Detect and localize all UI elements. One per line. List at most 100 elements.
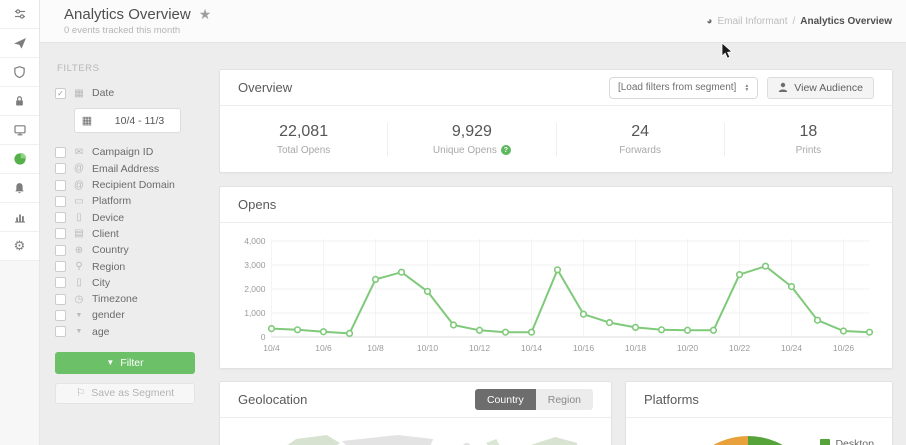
sidebar-item-send[interactable] (0, 29, 39, 58)
toggle-region[interactable]: Region (535, 389, 594, 410)
sidebar-item-shield[interactable] (0, 58, 39, 87)
segment-select[interactable]: [Load filters from segment] ▲ ▼ (608, 76, 759, 99)
page-title: Analytics Overview (64, 6, 191, 23)
svg-text:10/18: 10/18 (625, 343, 647, 353)
filter-label: Recipient Domain (92, 179, 175, 192)
sidebar-item-sliders[interactable] (0, 0, 39, 29)
stat-value: 24 (631, 122, 650, 140)
checkbox[interactable] (55, 163, 66, 175)
stat-label: Total Opens (276, 144, 331, 156)
svg-text:10/10: 10/10 (417, 343, 439, 353)
help-icon[interactable]: ? (500, 145, 511, 155)
legend-item-desktop: Desktop (820, 438, 874, 445)
inbox-icon: ▤ (74, 228, 84, 240)
checkbox[interactable] (55, 179, 66, 191)
filter-row-client[interactable]: ▤ Client (55, 226, 206, 242)
sidebar-item-pie-chart[interactable] (0, 145, 39, 174)
filter-row-gender[interactable]: ▼ gender (55, 307, 206, 323)
stat-label: Prints (795, 144, 822, 156)
calendar-grid-icon: ▦ (81, 115, 93, 128)
toggle-country[interactable]: Country (474, 389, 536, 410)
bar-chart-icon (13, 210, 27, 224)
filter-label: Device (92, 211, 125, 224)
building-icon: ▯ (76, 277, 82, 289)
stat-value: 9,929 (451, 122, 492, 140)
platforms-pie-chart: Desktop (626, 418, 892, 445)
checkbox[interactable] (55, 146, 66, 158)
sidebar-item-bar-chart[interactable] (0, 203, 39, 232)
svg-text:10/26: 10/26 (833, 343, 855, 353)
globe-icon: ⊕ (74, 244, 84, 256)
stat-value: 18 (799, 122, 818, 140)
sidebar-item-monitor[interactable] (0, 116, 39, 145)
view-audience-button[interactable]: View Audience (767, 76, 874, 99)
stat-label: Forwards (619, 144, 661, 156)
filter-row-date[interactable]: ✓ ▦ Date (55, 85, 206, 101)
filter-label: Country (92, 244, 129, 257)
checkbox[interactable] (55, 326, 66, 338)
overview-title: Overview (238, 80, 293, 95)
checkbox[interactable] (55, 293, 66, 305)
shield-icon (13, 65, 26, 79)
checkbox[interactable] (55, 228, 66, 240)
phone-icon: ▯ (76, 212, 82, 224)
breadcrumb-parent[interactable]: Email Informant (717, 15, 788, 27)
filter-row-country[interactable]: ⊕ Country (55, 242, 206, 258)
sidebar-item-lock[interactable] (0, 87, 39, 116)
filter-row-city[interactable]: ▯ City (55, 275, 206, 291)
stat-unique-opens: 9,929 Unique Opens? (388, 122, 557, 156)
filter-row-age[interactable]: ▼ age (55, 324, 206, 340)
legend-label: Desktop (835, 438, 874, 445)
checkbox[interactable] (55, 244, 66, 256)
favorite-star-icon[interactable]: ★ (198, 6, 212, 22)
sidebar-item-gear[interactable]: ⚙ (0, 232, 39, 261)
filter-label: City (92, 276, 111, 289)
world-map (220, 418, 611, 445)
checkbox[interactable] (55, 309, 66, 321)
save-as-segment-button[interactable]: ⚐ Save as Segment (55, 382, 195, 404)
checkbox[interactable] (55, 261, 66, 273)
filter-row-campaign-id[interactable]: ✉ Campaign ID (55, 144, 206, 160)
stat-forwards: 24 Forwards (557, 122, 725, 156)
sidebar-item-bell[interactable] (0, 174, 39, 203)
filter-label: Date (92, 87, 115, 100)
svg-text:10/12: 10/12 (469, 343, 491, 353)
icon-sidebar: ⚙ (0, 0, 40, 445)
filter-row-platform[interactable]: ▭ Platform (55, 193, 206, 209)
checkbox[interactable] (55, 195, 66, 207)
breadcrumb: ◕ Email Informant / Analytics Overview (706, 16, 892, 27)
line-chart-svg: 0 1,000 2,000 3,000 4,000 10/4 10/6 10/8 10/10 10… (244, 236, 874, 353)
opens-line-chart: 0 1,000 2,000 3,000 4,000 10/4 10/6 10/8 10/10 10… (220, 223, 892, 368)
svg-text:10/8: 10/8 (367, 343, 384, 353)
top-header: Analytics Overview ★ 0 events tracked th… (40, 0, 906, 43)
events-tracked-subtitle: 0 events tracked this month (64, 25, 181, 36)
at-icon: @ (73, 179, 85, 191)
stat-prints: 18 Prints (725, 123, 892, 156)
main-column: Analytics Overview ★ 0 events tracked th… (40, 0, 906, 445)
date-range-input[interactable]: ▦ 10/4 - 11/3 (74, 108, 181, 134)
checkbox[interactable] (55, 212, 66, 224)
filter-row-email-address[interactable]: @ Email Address (55, 161, 206, 177)
breadcrumb-separator: / (792, 15, 796, 27)
filter-row-recipient-domain[interactable]: @ Recipient Domain (55, 177, 206, 193)
geolocation-title: Geolocation (238, 392, 308, 407)
filter-row-device[interactable]: ▯ Device (55, 209, 206, 225)
pin-icon: ⚲ (75, 261, 83, 273)
checkbox[interactable] (55, 277, 66, 289)
filter-button[interactable]: ▼ Filter (55, 351, 195, 374)
title-block: Analytics Overview ★ 0 events tracked th… (64, 6, 211, 36)
date-checkbox[interactable]: ✓ (55, 87, 66, 99)
filters-heading: FILTERS (57, 63, 100, 74)
filter-row-region[interactable]: ⚲ Region (55, 258, 206, 274)
svg-text:10/24: 10/24 (781, 343, 803, 353)
sliders-icon (13, 7, 27, 21)
filter-label: Email Address (92, 162, 160, 175)
filter-row-timezone[interactable]: ◷ Timezone (55, 291, 206, 307)
envelope-icon: ✉ (74, 146, 84, 158)
stats-row: 22,081 Total Opens 9,929 Unique Opens? 24 For… (220, 106, 892, 172)
legend-swatch-icon (820, 439, 831, 445)
filter-label: Client (92, 227, 119, 240)
filter-label: gender (92, 309, 125, 322)
bottom-row: Geolocation Country Region (219, 381, 893, 445)
